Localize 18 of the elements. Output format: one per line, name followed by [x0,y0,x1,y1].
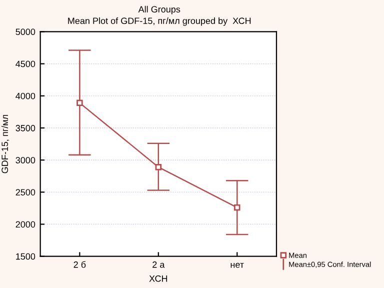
y-tick-label: 1500 [16,253,36,260]
chart-title: All Groups [138,6,180,14]
y-tick-label: 5000 [16,28,36,36]
y-tick-label: 4500 [16,60,36,68]
y-tick-label: 2500 [16,189,36,196]
chart-subtitle: Mean Plot of GDF-15, пг/мл grouped by ХСН [68,17,251,26]
point [76,100,83,106]
y-tick-label: 2000 [16,221,36,228]
point [234,204,240,211]
y-tick-label: 4000 [16,92,36,100]
y-tick-label: 3000 [16,157,36,164]
y-tick-label: 3500 [16,124,36,132]
point [155,164,162,170]
x-axis-title: ХСН [149,275,168,282]
y-axis-title: GDF-15, пг/мл [1,114,10,174]
x-tick-label: 2 а [152,261,165,268]
x-tick-label: 2 б [74,261,86,268]
x-tick-label: нет [230,262,244,268]
